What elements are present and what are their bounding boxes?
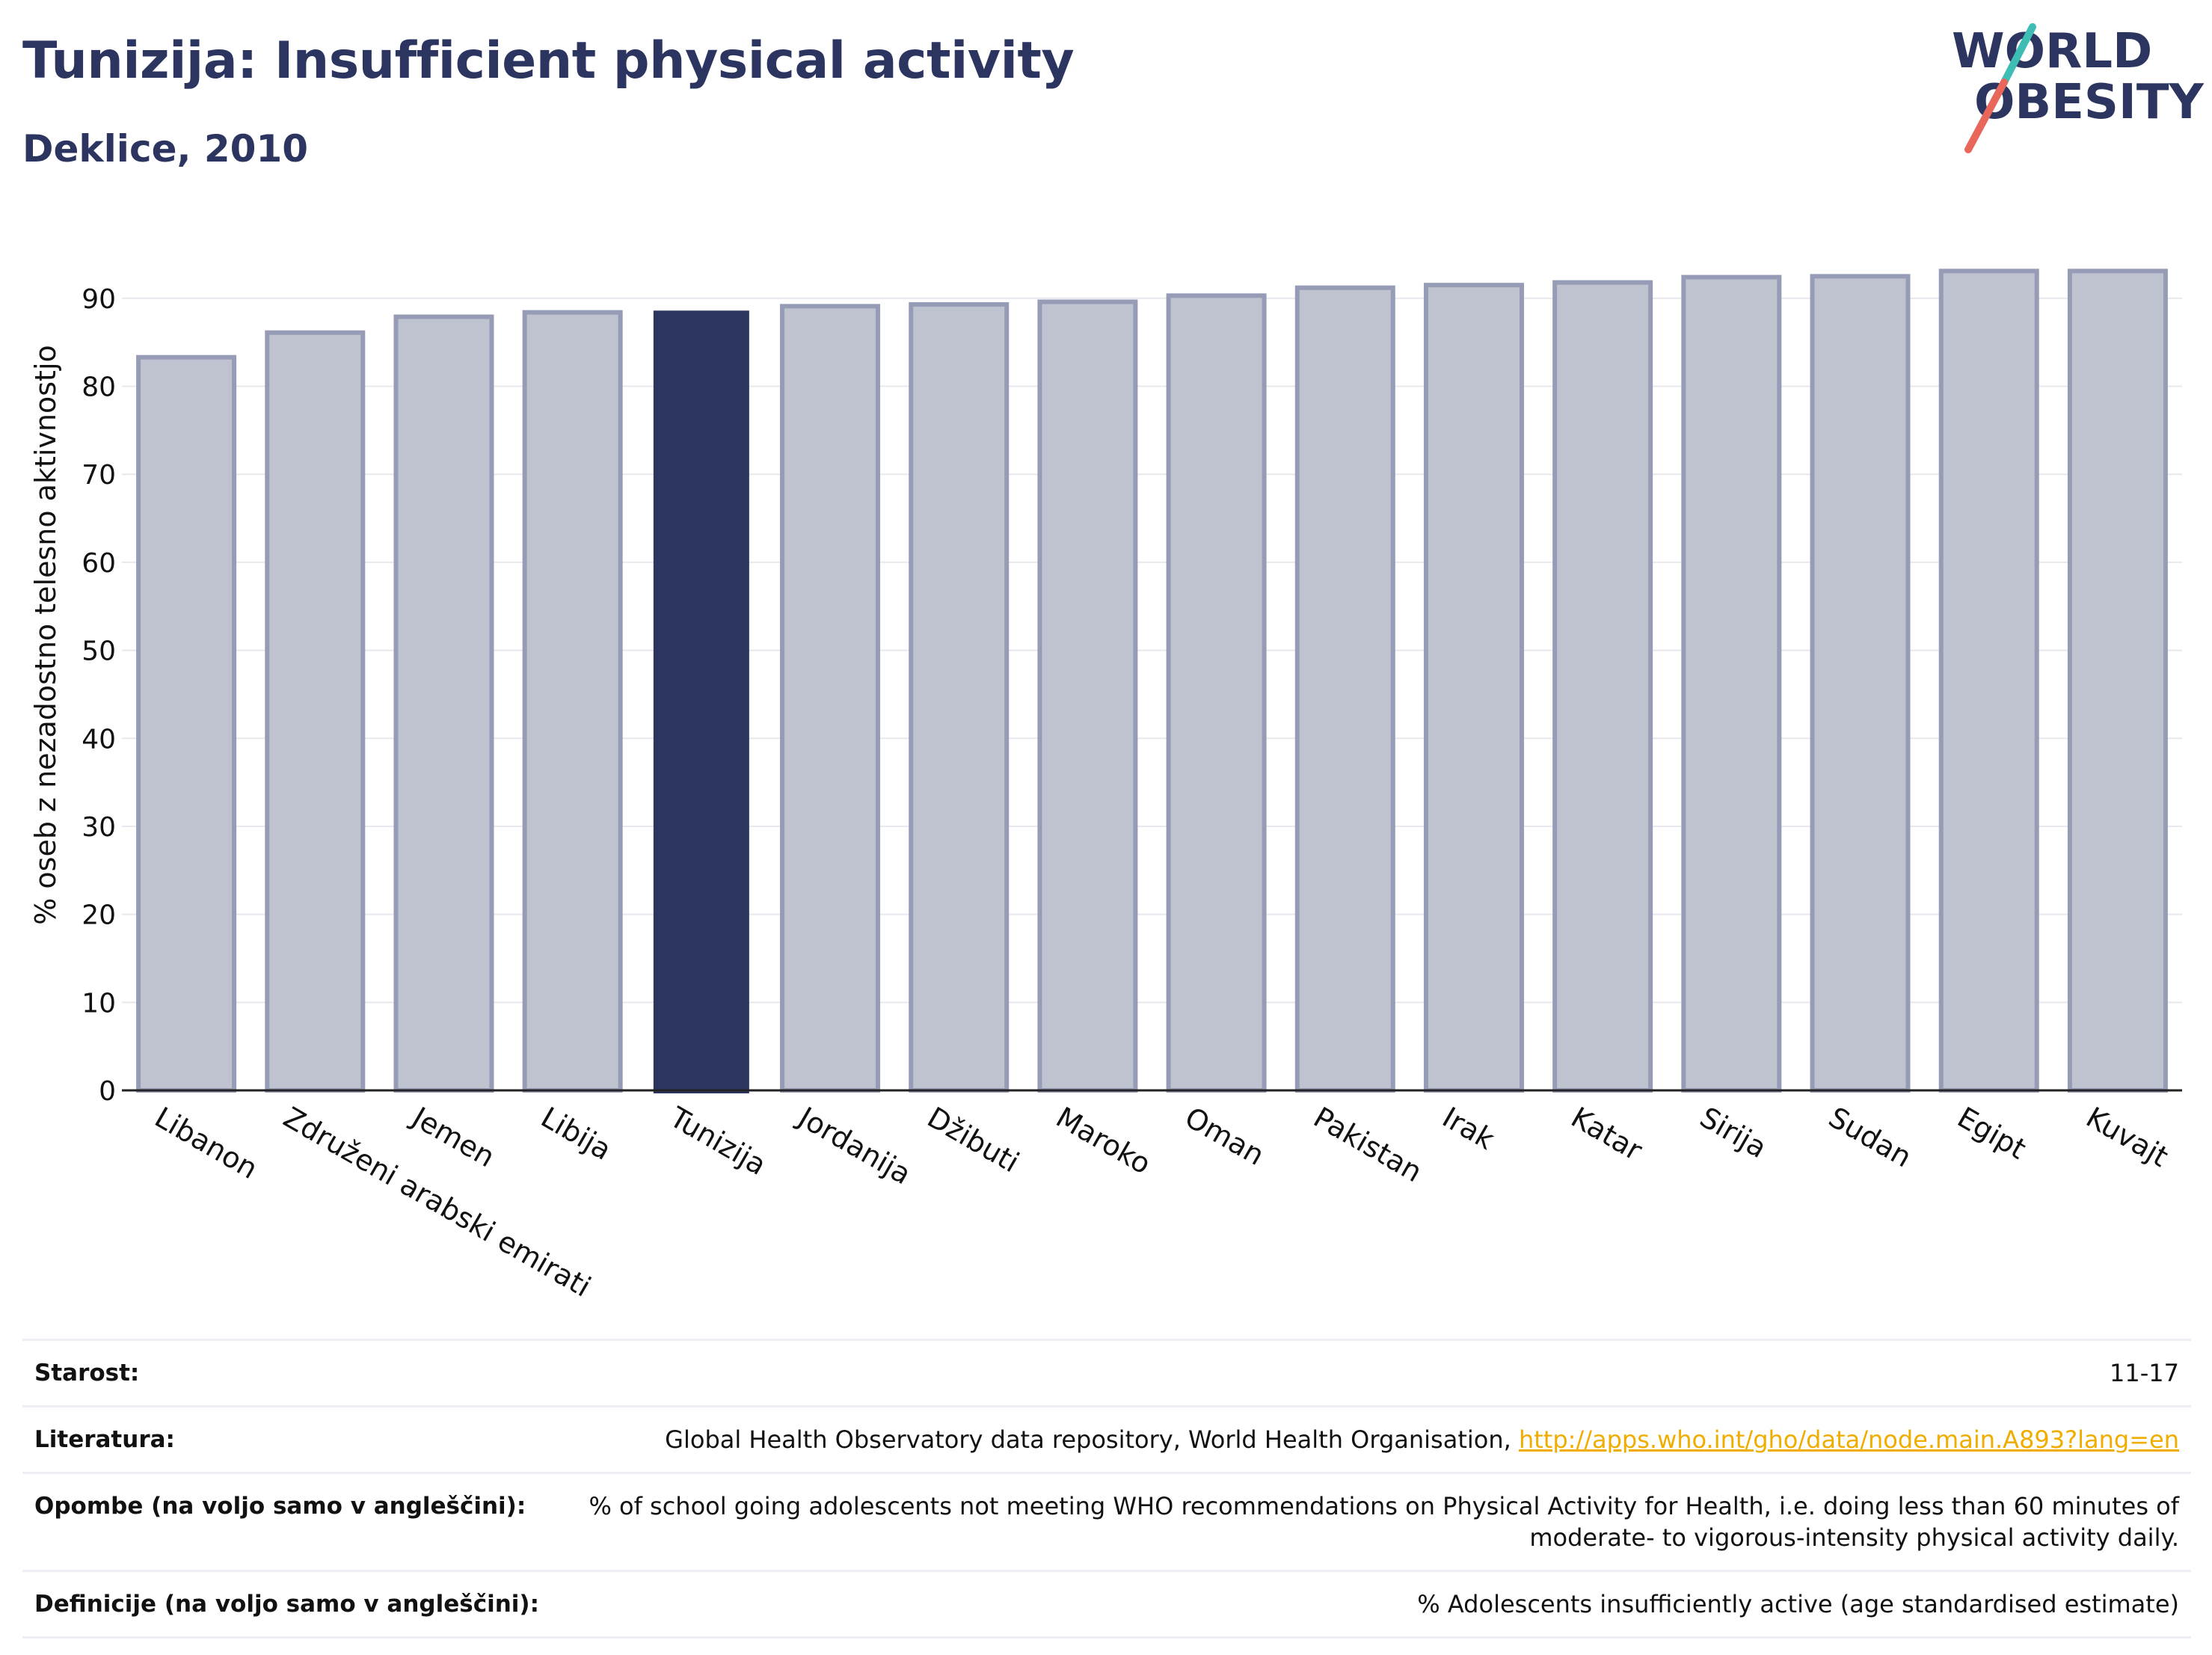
bar-kuvajt: [2067, 268, 2168, 1093]
x-tick-label: Libanon: [150, 1101, 263, 1185]
meta-label: Definicije (na voljo samo v angleščini):: [34, 1591, 539, 1618]
bar-libanon: [136, 354, 237, 1093]
meta-row: Literatura: Global Health Observatory dat…: [22, 1405, 2191, 1472]
x-tick-label: Kuvajt: [2080, 1101, 2173, 1173]
meta-label: Opombe (na voljo samo v angleščini):: [34, 1493, 526, 1520]
x-tick-label: Katar: [1566, 1101, 1648, 1167]
y-tick-label: 90: [82, 284, 116, 315]
chart-title: Tunizija: Insufficient physical activity: [22, 31, 1075, 90]
x-tick-label: Džibuti: [922, 1101, 1025, 1179]
logo-line-1: WORLD: [1952, 24, 2152, 79]
x-tick-label: Sudan: [1823, 1101, 1917, 1174]
bars: [136, 268, 2168, 1094]
meta-value: Global Health Observatory data repositor…: [665, 1425, 2179, 1454]
logo-slash-bottom: [1964, 79, 2008, 153]
y-tick-label: 30: [82, 812, 116, 843]
meta-row: Definicije (na voljo samo v angleščini):…: [22, 1570, 2191, 1639]
bar-zdru-eni-arabski-emirati: [265, 330, 366, 1093]
bar-oman: [1166, 293, 1267, 1093]
y-tick-label: 80: [82, 372, 116, 403]
y-tick-label: 60: [82, 548, 116, 579]
source-link[interactable]: http://apps.who.int/gho/data/node.main.A…: [1518, 1425, 2179, 1454]
y-tick-label: 10: [82, 988, 116, 1019]
x-tick-label: Libija: [535, 1101, 617, 1167]
bar-katar: [1552, 280, 1653, 1093]
bar-sudan: [1810, 274, 1911, 1093]
meta-value: % Adolescents insufficiently active (age…: [1417, 1590, 2179, 1618]
bar-maroko: [1037, 299, 1138, 1093]
bar-libija: [522, 310, 623, 1093]
x-tick-label: Pakistan: [1308, 1101, 1428, 1189]
y-tick-label: 0: [99, 1076, 116, 1107]
metadata-table: Starost: 11-17 Literatura: Global Health Ob…: [22, 1339, 2191, 1639]
y-axis-label: % oseb z nezadostno telesno aktivnostjo: [29, 345, 62, 925]
logo-line-2: OBESITY: [1974, 75, 2204, 130]
meta-row: Opombe (na voljo samo v angleščini): % of…: [22, 1472, 2191, 1570]
x-tick-label: Irak: [1437, 1101, 1499, 1156]
x-tick-label: Oman: [1179, 1101, 1270, 1172]
world-obesity-logo: WORLD OBESITY: [1952, 23, 2204, 153]
bar-tunizija: [653, 310, 749, 1094]
x-tick-label: Jordanija: [792, 1100, 917, 1191]
meta-label: Literatura:: [34, 1426, 175, 1453]
meta-label: Starost:: [34, 1360, 140, 1387]
bar-jordanija: [780, 304, 881, 1093]
bar-d-ibuti: [909, 302, 1010, 1093]
bar-irak: [1423, 283, 1524, 1093]
bar-sirija: [1681, 274, 1782, 1093]
meta-row: Starost: 11-17: [22, 1339, 2191, 1405]
chart-subtitle: Deklice, 2010: [22, 127, 309, 171]
meta-value: % of school going adolescents not meetin…: [589, 1492, 2179, 1552]
y-tick-label: 40: [82, 724, 116, 755]
meta-value: 11-17: [2110, 1359, 2179, 1387]
x-tick-label: Egipt: [1952, 1101, 2032, 1166]
x-tick-label: Tunizija: [663, 1100, 772, 1182]
bar-pakistan: [1294, 285, 1395, 1093]
logo-slash-top: [2000, 23, 2036, 86]
y-tick-label: 20: [82, 900, 116, 931]
bar-egipt: [1938, 268, 2039, 1093]
x-tick-label: Jemen: [405, 1100, 500, 1174]
y-tick-label: 50: [82, 636, 116, 667]
x-tick-label: Maroko: [1051, 1101, 1157, 1181]
x-tick-label: Sirija: [1695, 1101, 1772, 1164]
bar-jemen: [393, 314, 494, 1093]
y-tick-label: 70: [82, 460, 116, 491]
